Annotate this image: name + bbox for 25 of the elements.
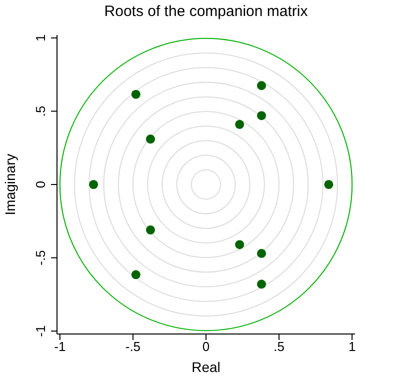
point	[131, 270, 140, 280]
x-tick-label: .5	[274, 339, 284, 354]
chart-title: Roots of the companion matrix	[104, 3, 308, 20]
point	[146, 134, 156, 144]
point	[235, 240, 244, 250]
y-tick-label: -.5	[33, 250, 48, 266]
x-tick-label: -.5	[125, 339, 141, 354]
y-tick-label: -1	[33, 325, 48, 337]
y-tick-label: 0	[33, 180, 48, 188]
y-tick-label: .5	[33, 106, 48, 117]
point	[324, 180, 334, 190]
point	[256, 280, 266, 289]
x-axis-title: Real	[192, 359, 220, 375]
point	[131, 90, 140, 99]
x-tick-label: 1	[348, 339, 356, 354]
point	[235, 120, 244, 129]
point	[256, 248, 266, 258]
point	[89, 180, 98, 190]
point	[256, 81, 266, 90]
y-axis-title: Imaginary	[2, 154, 18, 216]
y-tick-label: 1	[33, 34, 48, 42]
point	[146, 225, 156, 234]
x-tick-label: 0	[202, 339, 210, 354]
point	[256, 111, 266, 120]
x-tick-label: -1	[54, 339, 66, 354]
